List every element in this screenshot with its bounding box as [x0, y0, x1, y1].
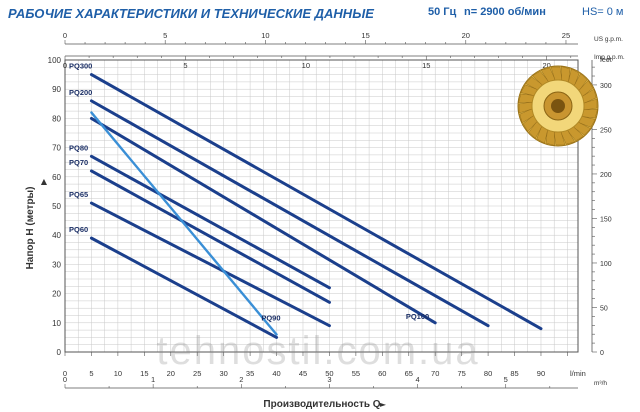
m3h-axis-tick-label: 0	[63, 375, 67, 384]
y-tick-label: 20	[52, 290, 61, 299]
plot-frame	[64, 59, 579, 353]
watermark: tehnostil.com.ua	[156, 329, 479, 373]
lmin-tick-label: 75	[457, 369, 465, 378]
impgpm-axis-tick-label: 20	[543, 61, 551, 70]
axes-layer: 0102030405060708090100050100150200250300…	[48, 31, 625, 389]
lmin-unit-label: l/min	[570, 369, 586, 378]
series-label-pq70: PQ70	[69, 158, 88, 167]
lmin-tick-label: 65	[405, 369, 413, 378]
series-label-pq80: PQ80	[69, 143, 88, 152]
lmin-tick-label: 20	[167, 369, 175, 378]
impeller-icon	[517, 65, 599, 147]
feet-tick-label: 300	[600, 83, 612, 90]
x-axis-title: Производительность Q	[263, 399, 380, 410]
feet-tick-label: 50	[600, 305, 608, 312]
m3h-axis-tick-label: 3	[327, 375, 331, 384]
impgpm-axis-tick-label: 0	[63, 61, 67, 70]
lmin-tick-label: 60	[378, 369, 386, 378]
impgpm-axis-unit-label: Imp g.p.m.	[594, 54, 625, 61]
m3h-axis-unit-label: m³/h	[594, 380, 607, 387]
lmin-tick-label: 40	[272, 369, 280, 378]
series-line-pq200	[89, 99, 490, 328]
chart-title: РАБОЧИЕ ХАРАКТЕРИСТИКИ И ТЕХНИЧЕСКИЕ ДАН…	[8, 6, 374, 21]
lmin-tick-label: 85	[510, 369, 518, 378]
series-line-pq80	[89, 154, 331, 290]
plot-border	[64, 59, 579, 353]
usgpm-axis-tick-label: 5	[163, 31, 167, 40]
usgpm-axis-tick-label: 0	[63, 31, 67, 40]
lmin-tick-label: 10	[114, 369, 122, 378]
lmin-tick-label: 5	[89, 369, 93, 378]
impgpm-axis-tick-label: 15	[422, 61, 430, 70]
speed-label: n= 2900 об/мин	[464, 6, 546, 18]
series-line-pq300	[89, 73, 543, 331]
y-tick-label: 60	[52, 173, 61, 182]
impgpm-axis-tick-label: 5	[183, 61, 187, 70]
y-tick-label: 100	[48, 56, 62, 65]
lmin-tick-label: 80	[484, 369, 492, 378]
usgpm-axis-tick-label: 25	[562, 31, 570, 40]
usgpm-axis-tick-label: 15	[361, 31, 369, 40]
plot-grid	[64, 59, 578, 353]
frequency-label: 50 Гц	[428, 6, 457, 18]
series-line-pq90	[90, 111, 278, 336]
lmin-tick-label: 30	[219, 369, 227, 378]
lmin-tick-label: 90	[537, 369, 545, 378]
y-tick-label: 90	[52, 85, 61, 94]
usgpm-axis-tick-label: 20	[462, 31, 470, 40]
lmin-tick-label: 45	[299, 369, 307, 378]
m3h-axis-tick-label: 1	[151, 375, 155, 384]
series-label-pq300: PQ300	[69, 62, 92, 71]
lmin-tick-label: 50	[325, 369, 333, 378]
series-line-pq60	[89, 236, 279, 339]
usgpm-axis-tick-label: 10	[261, 31, 269, 40]
y-tick-label: 0	[57, 348, 62, 357]
series-line-pq65	[89, 201, 331, 328]
series-label-pq90: PQ90	[261, 313, 280, 322]
lmin-tick-label: 55	[352, 369, 360, 378]
y-axis-title: Напор H (метры)	[25, 187, 36, 270]
series-label-pq60: PQ60	[69, 225, 88, 234]
y-tick-label: 30	[52, 260, 61, 269]
series-layer: PQ300 PQ200 PQ100 PQ80 PQ70 PQ65 PQ60 PQ90	[69, 62, 543, 339]
y-tick-label: 40	[52, 231, 61, 240]
usgpm-axis-unit-label: US g.p.m.	[594, 36, 623, 43]
lmin-tick-label: 25	[193, 369, 201, 378]
y-tick-label: 10	[52, 319, 61, 328]
feet-tick-label: 250	[600, 127, 612, 134]
feet-tick-label: 100	[600, 261, 612, 268]
y-tick-label: 80	[52, 114, 61, 123]
impgpm-axis-tick-label: 10	[302, 61, 310, 70]
feet-unit-label: feet	[600, 57, 612, 64]
m3h-axis-tick-label: 2	[239, 375, 243, 384]
y-tick-label: 70	[52, 144, 61, 153]
lmin-tick-label: 35	[246, 369, 254, 378]
lmin-tick-label: 15	[140, 369, 148, 378]
lmin-tick-label: 70	[431, 369, 439, 378]
arrow-up-icon: ▲	[41, 177, 48, 186]
suction-height-label: HS= 0 м	[582, 6, 624, 18]
lmin-tick-label: 0	[63, 369, 67, 378]
m3h-axis-tick-label: 5	[504, 375, 508, 384]
feet-tick-label: 0	[600, 350, 604, 357]
series-label-pq65: PQ65	[69, 190, 88, 199]
series-line-pq70	[89, 169, 331, 304]
feet-tick-label: 150	[600, 216, 612, 223]
series-label-pq200: PQ200	[69, 88, 92, 97]
series-line-pq100	[89, 116, 437, 325]
y-tick-label: 50	[52, 202, 61, 211]
m3h-axis-tick-label: 4	[415, 375, 419, 384]
feet-tick-label: 200	[600, 172, 612, 179]
series-label-pq100: PQ100	[406, 312, 429, 321]
arrow-right-icon: ►	[380, 400, 387, 409]
